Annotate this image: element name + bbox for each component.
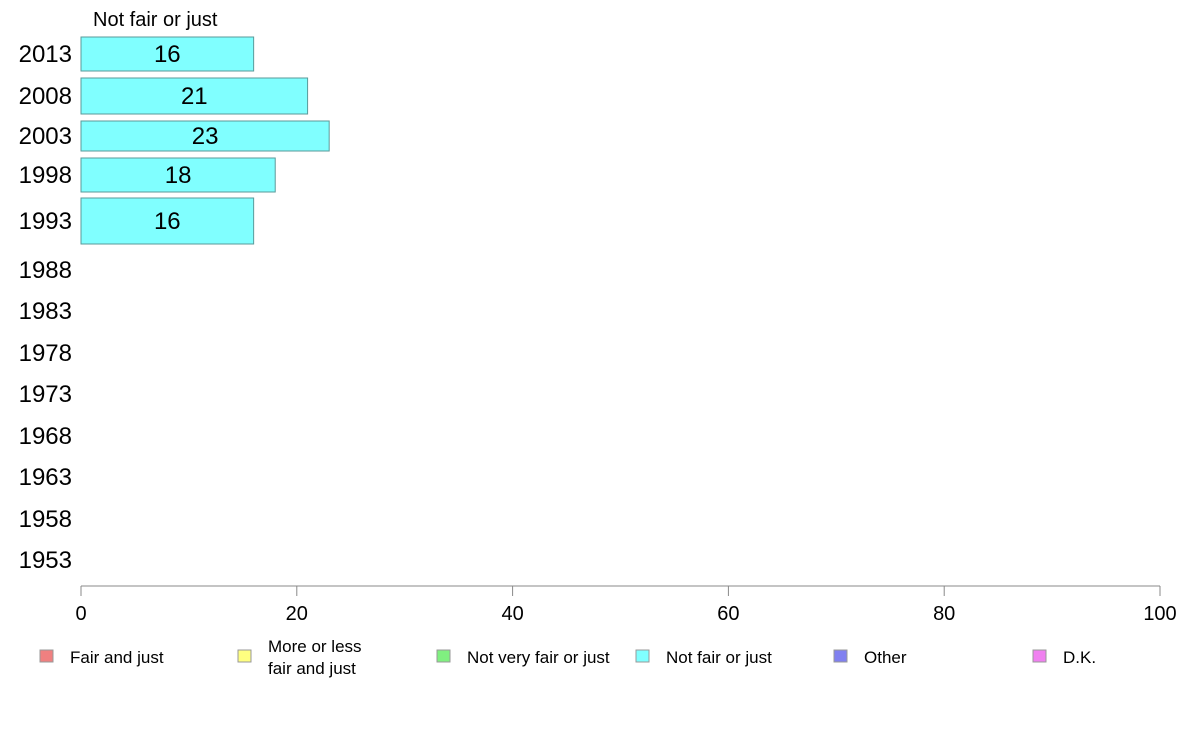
- year-labels-group: 2013 2008 2003 1998 1993 1988 1983 1978 1973 1968…: [19, 41, 72, 574]
- legend-label: Not fair or just: [666, 648, 772, 667]
- legend-swatch: [1032, 649, 1047, 663]
- series-title: Not fair or just: [93, 9, 218, 31]
- bar: [80, 120, 330, 152]
- year-label: 2013: [19, 41, 72, 68]
- legend-label: D.K.: [1063, 648, 1096, 667]
- bar: [80, 157, 276, 193]
- bar: [80, 197, 255, 245]
- year-label: 2008: [19, 83, 72, 110]
- legend-swatch: [833, 649, 848, 663]
- legend-label: More or less fair and just: [268, 637, 362, 678]
- bar-value-label: 16: [154, 41, 181, 68]
- legend-swatch: [39, 649, 54, 663]
- x-tick-label: 40: [501, 603, 523, 625]
- year-label: 1993: [19, 208, 72, 235]
- bar-value-label: 16: [154, 208, 181, 235]
- year-label: 1988: [19, 257, 72, 284]
- bar-value-label: 23: [192, 123, 219, 150]
- x-axis: 0 20 40 60 80 100: [75, 585, 1177, 625]
- x-tick-label: 60: [717, 603, 739, 625]
- year-label: 1958: [19, 506, 72, 533]
- bar: [80, 77, 309, 115]
- year-label: 1973: [19, 381, 72, 408]
- x-tick-label: 80: [933, 603, 955, 625]
- year-label: 1978: [19, 340, 72, 367]
- year-label: 1998: [19, 162, 72, 189]
- bar-value-label: 18: [165, 162, 192, 189]
- x-tick-label: 100: [1143, 603, 1176, 625]
- year-label: 1953: [19, 547, 72, 574]
- bar-value-label: 21: [181, 83, 208, 110]
- year-label: 1968: [19, 423, 72, 450]
- year-label: 2003: [19, 123, 72, 150]
- year-label: 1963: [19, 464, 72, 491]
- x-tick-label: 20: [286, 603, 308, 625]
- legend-label: Not very fair or just: [467, 648, 610, 667]
- legend-swatch: [237, 649, 252, 663]
- year-label: 1983: [19, 298, 72, 325]
- legend-label: Other: [864, 648, 907, 667]
- legend: Fair and just More or less fair and just No…: [39, 637, 1096, 678]
- legend-swatch: [436, 649, 451, 663]
- x-tick-label: 0: [75, 603, 86, 625]
- bar: [80, 36, 255, 72]
- legend-label: Fair and just: [70, 648, 164, 667]
- legend-swatch: [635, 649, 650, 663]
